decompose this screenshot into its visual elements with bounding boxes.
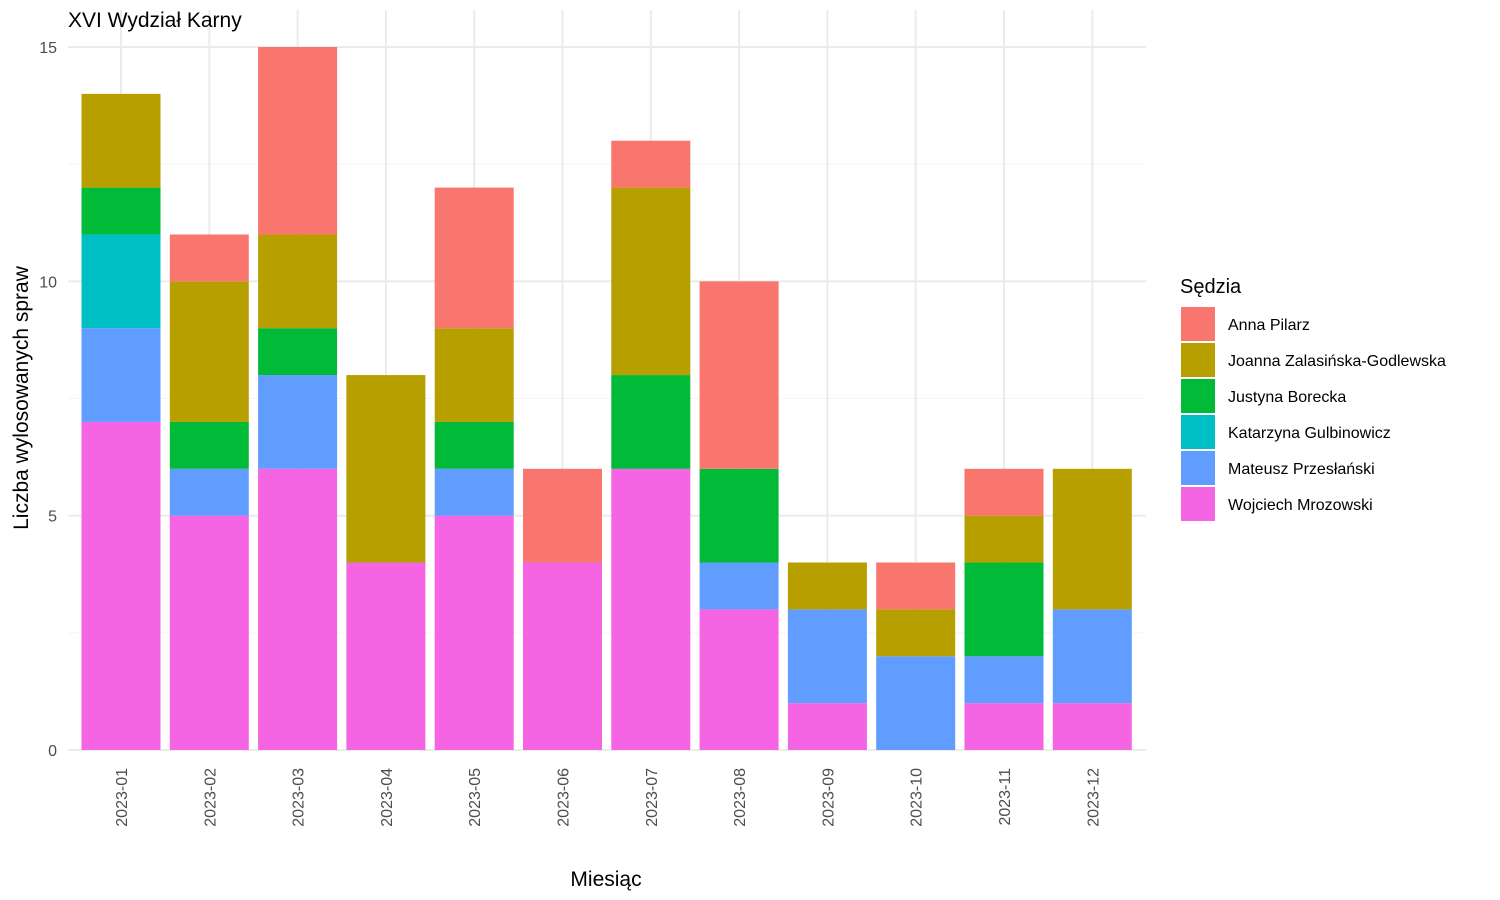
x-tick-label: 2023-08	[732, 768, 749, 827]
x-tick-label: 2023-01	[114, 768, 131, 827]
bar-segment	[258, 468, 338, 750]
bar-segment	[787, 703, 867, 750]
legend-swatch	[1181, 343, 1215, 377]
legend-title: Sędzia	[1180, 276, 1242, 298]
y-tick-label: 15	[39, 40, 57, 57]
legend-label: Joanna Zalasińska-Godlewska	[1228, 353, 1446, 370]
x-tick-label: 2023-05	[467, 768, 484, 827]
x-tick-label: 2023-07	[644, 768, 661, 827]
bar-segment	[169, 468, 249, 516]
x-tick-label: 2023-02	[202, 768, 219, 827]
y-tick-label: 5	[48, 509, 57, 526]
y-tick-label: 10	[39, 274, 57, 291]
bar-segment	[1052, 703, 1132, 750]
bar-segment	[876, 562, 956, 610]
x-tick-label: 2023-12	[1085, 768, 1102, 827]
x-tick-label: 2023-10	[909, 768, 926, 827]
y-tick-label: 0	[48, 743, 57, 760]
legend-label: Justyna Borecka	[1228, 389, 1346, 406]
legend-label: Wojciech Mrozowski	[1228, 497, 1373, 514]
bar-segment	[611, 375, 691, 469]
bar-segment	[169, 421, 249, 469]
bar-segment	[964, 515, 1044, 563]
y-axis: 0 5 10 15	[39, 40, 57, 760]
bar-segment	[169, 281, 249, 422]
bar-segment	[876, 656, 956, 750]
bar-segment	[964, 468, 1044, 516]
bar-segment	[523, 562, 602, 750]
legend-swatch	[1181, 451, 1215, 485]
bars	[81, 47, 1132, 750]
x-tick-label: 2023-03	[291, 768, 308, 827]
bar-segment	[258, 47, 338, 235]
bar-segment	[81, 234, 161, 329]
legend-swatch	[1181, 379, 1215, 413]
bar-segment	[346, 562, 426, 750]
legend-label: Anna Pilarz	[1228, 317, 1310, 334]
bar-segment	[434, 187, 514, 329]
legend-swatch	[1181, 487, 1215, 521]
bar-segment	[611, 468, 691, 750]
bar-segment	[611, 140, 691, 188]
bar-segment	[81, 328, 161, 422]
bar-segment	[169, 234, 249, 282]
bar-segment	[434, 515, 514, 750]
bar-segment	[81, 421, 161, 750]
y-axis-title: Liczba wylosowanych spraw	[10, 265, 33, 530]
bar-segment	[258, 328, 338, 376]
x-tick-label: 2023-04	[379, 768, 396, 827]
bar-segment	[434, 328, 514, 422]
bar-segment	[876, 609, 956, 657]
legend: Sędzia Anna Pilarz Joanna Zalasińska-Godl…	[1180, 276, 1446, 521]
bar-segment	[258, 234, 338, 329]
bar-segment	[964, 562, 1044, 657]
bar-segment	[434, 421, 514, 469]
legend-label: Katarzyna Gulbinowicz	[1228, 425, 1391, 442]
bar-segment	[787, 562, 867, 610]
bar-segment	[258, 375, 338, 469]
bar-segment	[434, 468, 514, 516]
legend-swatch	[1181, 415, 1215, 449]
bar-segment	[699, 609, 779, 750]
bar-segment	[81, 93, 161, 188]
bar-segment	[523, 468, 602, 563]
legend-swatch	[1181, 307, 1215, 341]
x-tick-label: 2023-11	[997, 768, 1014, 826]
bar-segment	[1052, 468, 1132, 610]
bar-segment	[699, 281, 779, 469]
chart-title: XVI Wydział Karny	[68, 9, 242, 32]
legend-label: Mateusz Przesłański	[1228, 461, 1375, 478]
bar-segment	[611, 187, 691, 376]
bar-segment	[787, 609, 867, 704]
bar-segment	[964, 656, 1044, 704]
x-tick-label: 2023-09	[820, 768, 837, 827]
bar-segment	[964, 703, 1044, 750]
bar-segment	[81, 187, 161, 235]
bar-segment	[346, 375, 426, 563]
x-axis: 2023-01 2023-02 2023-03 2023-04 2023-05 2023-…	[114, 768, 1102, 827]
x-axis-title: Miesiąc	[570, 868, 641, 891]
bar-segment	[699, 562, 779, 610]
bar-segment	[699, 468, 779, 563]
bar-segment	[1052, 609, 1132, 704]
bar-segment	[169, 515, 249, 750]
x-tick-label: 2023-06	[556, 768, 573, 827]
